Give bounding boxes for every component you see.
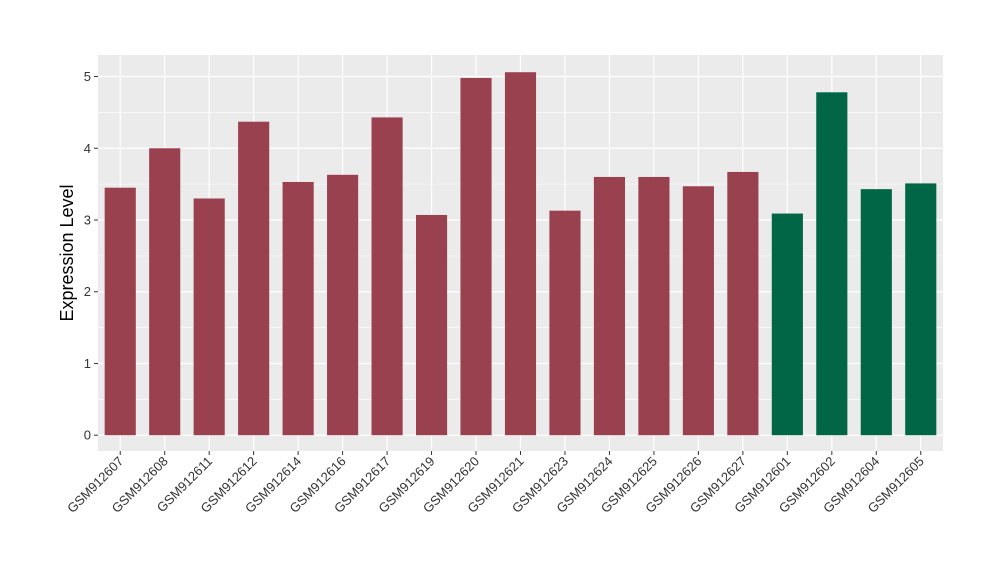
y-tick-label: 2: [84, 284, 91, 299]
bar-GSM912627: [727, 171, 759, 436]
bar-GSM912604: [860, 189, 892, 436]
bar-GSM912611: [193, 198, 225, 436]
bar-GSM912601: [771, 213, 803, 436]
bar-GSM912617: [371, 117, 403, 436]
bar-GSM912612: [238, 121, 270, 436]
bar-GSM912608: [149, 148, 181, 436]
bar-GSM912605: [905, 183, 937, 436]
bar-GSM912625: [638, 176, 670, 436]
bars-group: [104, 72, 937, 436]
y-tick-label: 4: [84, 141, 91, 156]
bar-GSM912619: [415, 214, 448, 436]
y-tick-label: 0: [84, 428, 91, 443]
bar-GSM912623: [549, 210, 581, 436]
bar-GSM912626: [682, 186, 714, 436]
bar-GSM912624: [593, 176, 626, 436]
y-tick-label: 5: [84, 69, 91, 84]
bar-GSM912614: [282, 181, 314, 436]
y-tick-label: 3: [84, 213, 91, 228]
bar-GSM912602: [816, 92, 848, 436]
bar-GSM912620: [460, 77, 492, 436]
x-axis: GSM912607GSM912608GSM912611GSM912612GSM9…: [64, 451, 927, 516]
y-axis-title: Expression Level: [57, 184, 77, 321]
bar-GSM912607: [104, 187, 136, 436]
bar-GSM912621: [504, 72, 537, 436]
y-tick-label: 1: [84, 356, 91, 371]
bar-GSM912616: [327, 174, 359, 436]
y-axis: 0 1 2 3 4 5: [84, 69, 98, 443]
